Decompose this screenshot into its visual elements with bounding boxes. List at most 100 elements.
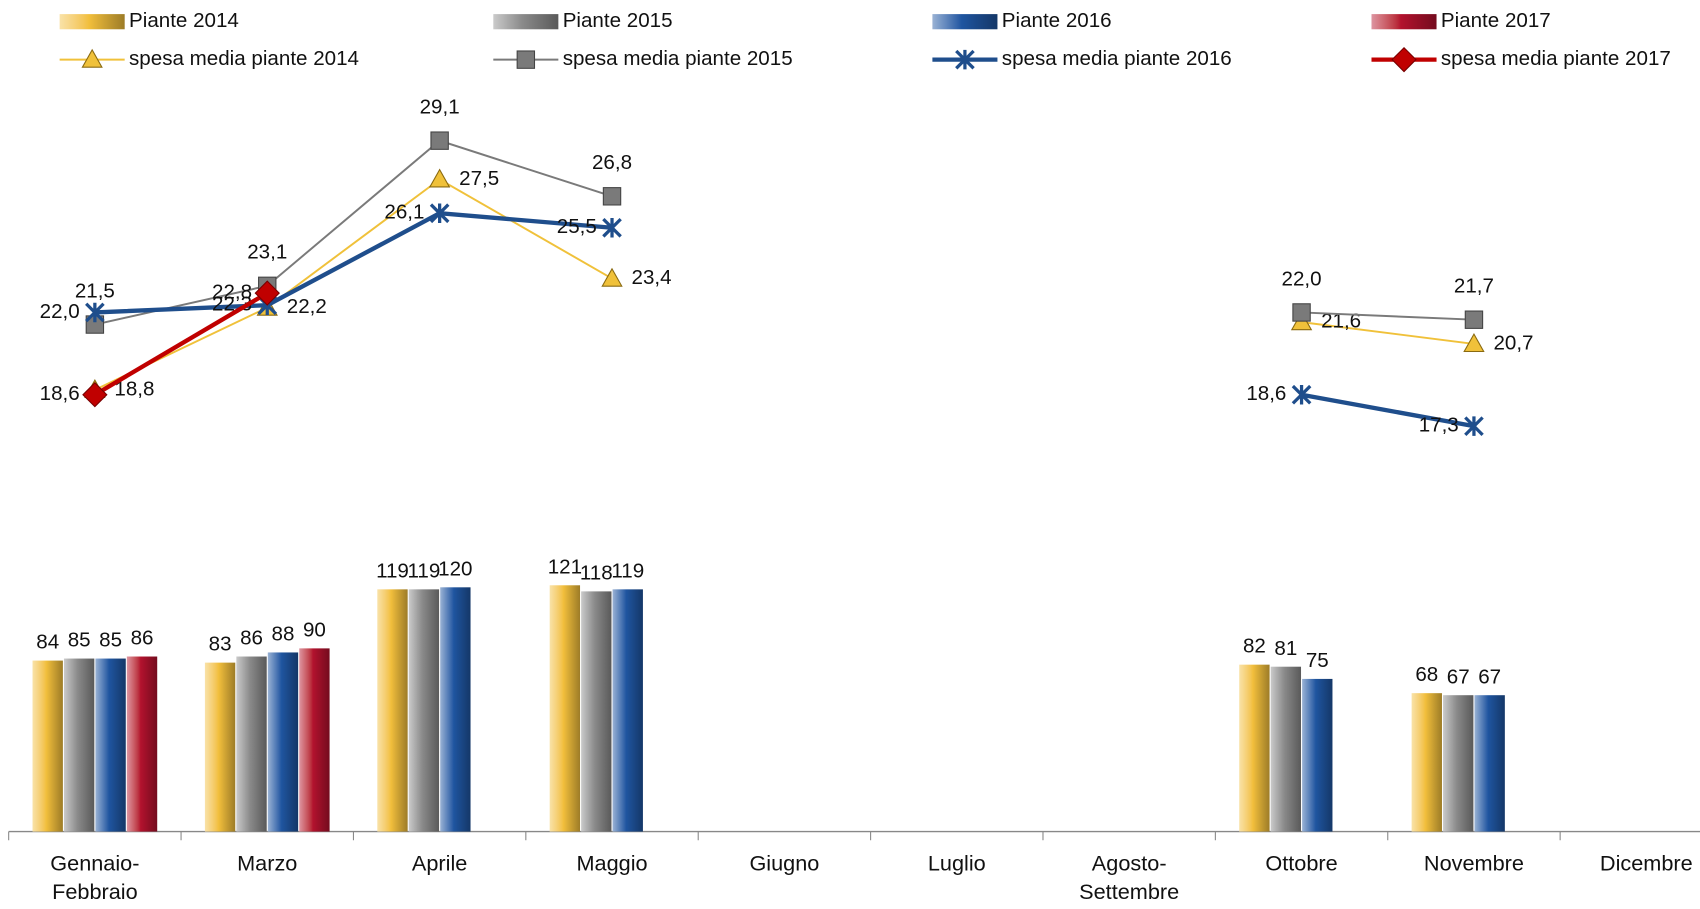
legend-label: Piante 2014	[129, 9, 239, 32]
line-marker	[1291, 384, 1312, 405]
line	[93, 291, 269, 397]
x-tick-label: Maggio	[576, 852, 648, 877]
bar-value-label: 84	[36, 631, 59, 654]
x-tick-label: Gennaio-Febbraio	[50, 852, 140, 905]
line-marker	[429, 203, 450, 224]
bar	[95, 658, 126, 832]
bar-value-label: 86	[131, 627, 154, 650]
legend-label: Piante 2016	[1002, 9, 1112, 32]
legend-swatch	[493, 14, 559, 30]
bar	[1474, 695, 1505, 832]
x-tick-label-box: Aprile	[411, 852, 468, 877]
line-marker	[85, 302, 105, 323]
bar	[1270, 666, 1302, 832]
x-tick-label-box: Gennaio-Febbraio	[50, 852, 140, 905]
x-tick-label: Aprile	[411, 852, 468, 877]
bar-value-label: 85	[99, 629, 122, 652]
bar	[440, 587, 471, 832]
line-marker	[1463, 333, 1485, 353]
legend-swatch	[1371, 14, 1437, 30]
x-tick-label-box: Dicembre	[1599, 852, 1693, 877]
line-value-label: 22,0	[1282, 267, 1322, 290]
bar	[267, 652, 299, 832]
legend-label: Piante 2017	[1441, 9, 1551, 32]
line-value-label: 21,5	[75, 279, 115, 302]
legend-label: spesa media piante 2016	[1002, 47, 1232, 70]
line-marker	[1464, 310, 1484, 329]
bar-value-label: 121	[548, 555, 582, 578]
bar	[63, 658, 95, 832]
line-value-label: 18,8	[114, 377, 154, 400]
line-value-label: 26,8	[592, 151, 632, 174]
line	[94, 178, 1475, 391]
line-value-label: 22,8	[212, 281, 252, 304]
legend-label: spesa media piante 2017	[1441, 47, 1671, 70]
line-marker	[1292, 303, 1311, 322]
bar-value-label: 119	[611, 559, 644, 582]
line-marker	[82, 382, 108, 408]
bar	[236, 656, 267, 832]
line-value-label: 22,0	[40, 300, 80, 323]
bar-value-label: 67	[1447, 665, 1470, 688]
bar	[204, 662, 236, 832]
line-value-label: 27,5	[459, 167, 499, 190]
bar-value-label: 90	[303, 618, 326, 641]
bar	[299, 648, 330, 832]
bar	[1411, 693, 1442, 832]
x-tick-label-box: Ottobre	[1265, 852, 1338, 877]
legend-swatch	[932, 14, 998, 30]
bar-value-label: 68	[1415, 663, 1438, 686]
bar-value-label: 82	[1243, 635, 1266, 658]
x-tick-label-box: Luglio	[927, 852, 986, 877]
line-value-label: 22,2	[287, 295, 327, 318]
x-tick-label-box: Marzo	[237, 852, 298, 877]
line-value-label: 18,6	[40, 382, 80, 405]
legend-label: Piante 2015	[563, 9, 673, 32]
bar-value-label: 85	[68, 629, 91, 652]
legend-marker	[1391, 46, 1417, 73]
line-value-label: 29,1	[420, 96, 460, 119]
legend-marker	[955, 49, 975, 70]
bar-value-label: 83	[209, 633, 232, 656]
line-value-label: 25,5	[557, 215, 597, 238]
bar	[126, 656, 158, 832]
line-marker	[601, 267, 623, 287]
bar	[549, 585, 581, 832]
bar-value-label: 119	[376, 559, 409, 582]
bar	[408, 589, 440, 832]
bar-value-label: 118	[580, 561, 613, 584]
x-tick-label: Giugno	[749, 852, 820, 877]
bar	[581, 591, 612, 832]
line-value-label: 21,7	[1454, 275, 1494, 298]
line-value-label: 18,6	[1246, 382, 1286, 405]
line-marker	[254, 280, 280, 306]
line-marker	[602, 187, 622, 206]
line-value-label: 26,1	[384, 201, 424, 224]
line-value-label: 17,3	[1419, 414, 1459, 437]
legend-swatch	[59, 14, 125, 30]
x-tick-label: Novembre	[1423, 852, 1524, 877]
line	[94, 139, 1474, 326]
x-tick-label: Dicembre	[1599, 852, 1693, 877]
x-tick-label-box: Giugno	[749, 852, 820, 877]
x-tick-label-box: Maggio	[576, 852, 648, 877]
bar	[32, 660, 63, 832]
x-tick-label: Agosto-Settembre	[1079, 852, 1180, 905]
x-tick-label-box: Agosto-Settembre	[1079, 852, 1180, 905]
legend-label: spesa media piante 2015	[563, 47, 793, 70]
bar	[1239, 664, 1270, 832]
x-tick-label: Luglio	[927, 852, 986, 877]
x-tick-label-box: Novembre	[1423, 852, 1524, 877]
legend-marker	[516, 50, 536, 69]
bar-value-label: 81	[1274, 637, 1297, 660]
x-tick-label: Marzo	[237, 852, 298, 877]
line-value-label: 23,1	[247, 241, 287, 264]
bar	[377, 589, 408, 832]
bar-value-label: 86	[240, 627, 263, 650]
bar-value-label: 120	[438, 557, 472, 580]
line-marker	[1464, 416, 1484, 437]
x-tick-label: Ottobre	[1265, 852, 1338, 877]
line-marker	[602, 217, 622, 238]
bar-value-label: 67	[1478, 665, 1501, 688]
